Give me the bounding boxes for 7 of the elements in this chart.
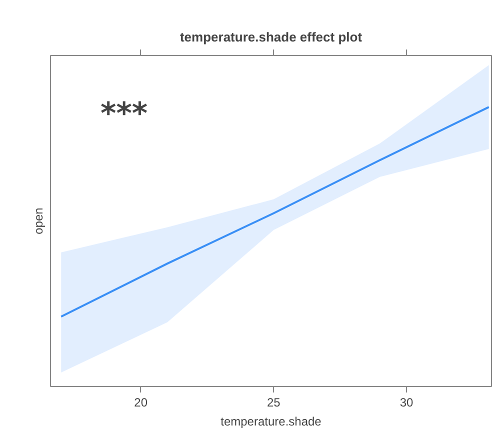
x-axis-title: temperature.shade xyxy=(220,414,322,428)
x-tick-label: 30 xyxy=(400,396,414,410)
annotation: *** xyxy=(100,96,148,132)
y-axis-title: open xyxy=(32,208,46,234)
x-tick-label: 25 xyxy=(266,396,281,410)
x-tick-label: 20 xyxy=(134,396,148,410)
chart-title: temperature.shade effect plot xyxy=(180,30,363,44)
